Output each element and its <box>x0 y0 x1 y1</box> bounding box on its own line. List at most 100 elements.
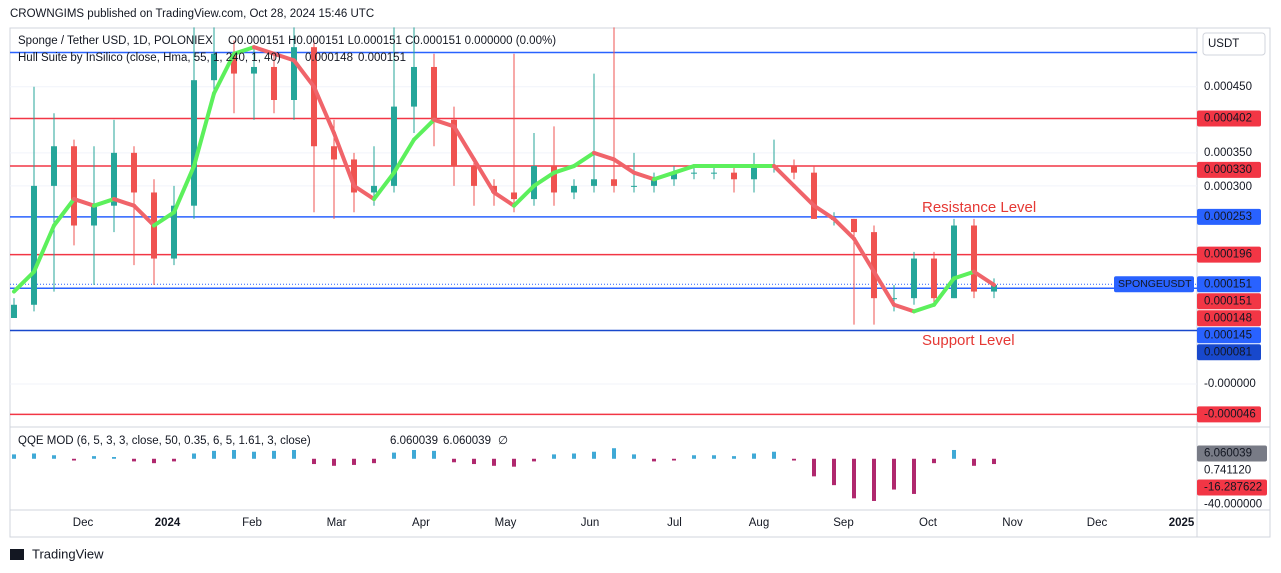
hull-segment <box>172 164 196 215</box>
hull-segment <box>272 51 296 63</box>
qqe-bar <box>192 453 196 459</box>
hull-segment <box>192 91 216 169</box>
candle-body <box>311 47 317 147</box>
qqe-bar <box>412 449 416 459</box>
candle-body <box>911 258 917 299</box>
brand: TradingView <box>32 546 104 561</box>
time-label: 2024 <box>155 517 181 529</box>
qqe-bar <box>232 449 236 459</box>
time-label: Feb <box>242 517 262 529</box>
time-label: Dec <box>73 517 94 529</box>
candle-body <box>691 172 697 174</box>
hull-segment <box>432 117 456 129</box>
qqe-badge <box>1197 445 1267 462</box>
qqe-empty: ∅ <box>498 435 508 447</box>
candle-body <box>251 66 257 74</box>
time-label: May <box>495 517 517 529</box>
candle-body <box>231 53 237 74</box>
qqe-bar <box>132 458 136 462</box>
qqe-bar <box>592 451 596 459</box>
hull-segment <box>832 216 856 241</box>
hull-segment <box>472 157 496 195</box>
price-label: -0.000000 <box>1204 378 1256 390</box>
qqe-bar <box>852 458 856 499</box>
hull-segment <box>72 197 96 208</box>
ohlc: O0.000151 H0.000151 L0.000151 C0.000151 … <box>228 35 556 47</box>
price-badge <box>1197 310 1261 327</box>
candle-body <box>331 146 337 160</box>
candle-body <box>671 172 677 180</box>
resistance-label: Resistance Level <box>922 199 1036 216</box>
hull-segment <box>112 197 136 208</box>
hull-segment <box>232 45 256 56</box>
hull-segment <box>12 269 36 294</box>
candle-body <box>951 225 957 299</box>
indicator-name: Hull Suite by InSilico (close, Hma, 55, … <box>18 52 281 64</box>
currency[interactable]: USDT <box>1208 38 1239 50</box>
price-label: 0.000145 <box>1204 329 1252 341</box>
hull-segment <box>812 203 836 221</box>
qqe-bar <box>172 458 176 462</box>
qqe-bar <box>12 454 16 459</box>
time-label: Nov <box>1002 517 1023 529</box>
candle-body <box>871 232 877 299</box>
price-badge <box>1197 293 1261 310</box>
currency-box[interactable] <box>1202 32 1266 56</box>
price-badge <box>1197 276 1261 293</box>
hull-segment <box>932 276 956 307</box>
qqe-value: 6.060039 <box>390 435 438 447</box>
time-label: Dec <box>1087 517 1108 529</box>
candle-body <box>631 185 637 187</box>
qqe-bar <box>52 455 56 459</box>
candle-body <box>531 166 537 200</box>
hull-segment <box>772 164 796 188</box>
qqe-bar <box>692 455 696 459</box>
published: CROWNGIMS published on TradingView.com, … <box>10 8 374 20</box>
hull-segment <box>572 150 596 169</box>
candle-body <box>431 66 437 120</box>
indicator-value: 0.000151 <box>358 52 406 64</box>
hull-segment <box>952 269 976 281</box>
qqe-bar <box>152 458 156 464</box>
time-label: Jun <box>581 517 600 529</box>
qqe-bar <box>352 458 356 465</box>
qqe-bar <box>432 450 436 459</box>
qqe-bar <box>32 453 36 459</box>
candle-body <box>511 192 517 200</box>
hull-segment <box>352 183 376 202</box>
hull-segment <box>312 84 336 136</box>
price-label: 0.000300 <box>1204 181 1252 193</box>
candle-body <box>891 298 897 300</box>
candle-body <box>31 185 37 305</box>
hull-segment <box>212 51 236 96</box>
qqe-bar <box>572 453 576 459</box>
qqe-bar <box>292 449 296 459</box>
price-label: 0.000148 <box>1204 312 1252 324</box>
price-badge <box>1197 110 1261 127</box>
qqe-bar <box>632 454 636 459</box>
candle-body <box>611 179 617 186</box>
hull-segment <box>512 183 536 208</box>
qqe-bar <box>392 452 396 459</box>
qqe-name: QQE MOD (6, 5, 3, 3, close, 50, 0.35, 6,… <box>18 435 311 447</box>
qqe-bar <box>992 458 996 465</box>
symbol-label: SPONGEUSDT <box>1118 278 1192 290</box>
symbol-badge <box>1114 276 1194 293</box>
price-label: -0.000046 <box>1204 408 1256 420</box>
hull-segment <box>552 164 576 175</box>
hull-segment <box>372 170 396 202</box>
candle-body <box>751 166 757 180</box>
qqe-bar <box>772 451 776 459</box>
qqe-tick-label: 6.060039 <box>1204 447 1252 459</box>
price-badge <box>1197 327 1261 344</box>
price-badge <box>1197 344 1261 361</box>
qqe-bar <box>532 458 536 462</box>
time-label: Apr <box>412 517 430 529</box>
frame <box>9 27 1271 538</box>
price-label: 0.000402 <box>1204 113 1252 125</box>
price-badge <box>1197 208 1261 225</box>
price-label: 0.000450 <box>1204 81 1252 93</box>
price-label: 0.000151 <box>1204 278 1252 290</box>
hull-segment <box>492 190 516 208</box>
